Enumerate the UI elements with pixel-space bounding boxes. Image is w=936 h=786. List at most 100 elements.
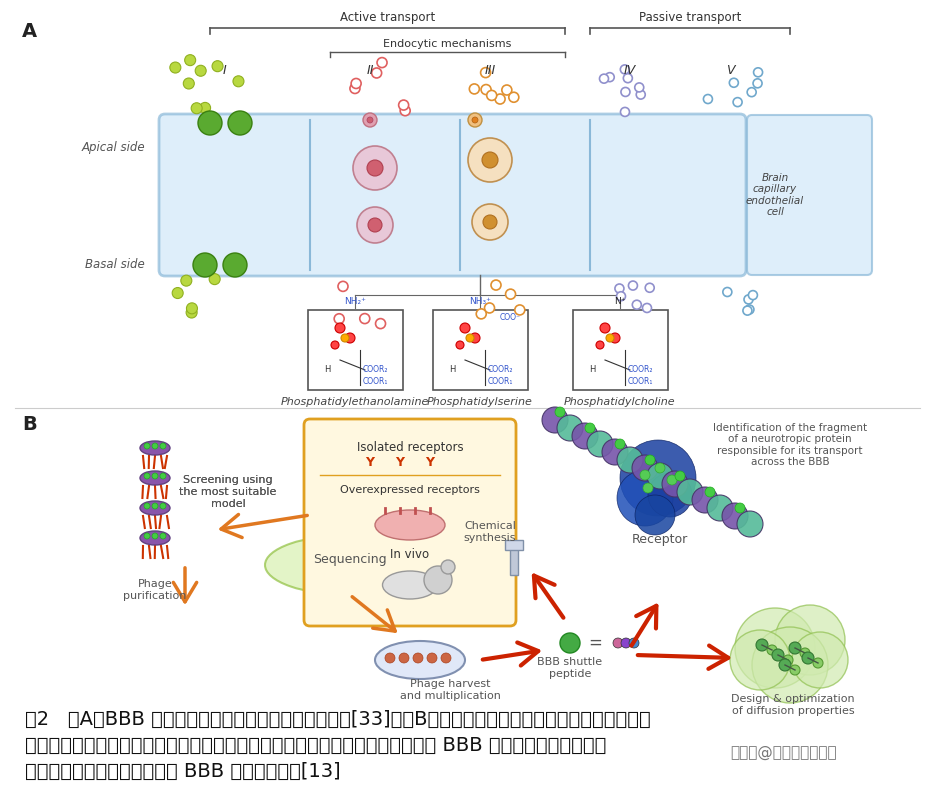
- Circle shape: [184, 55, 196, 66]
- FancyBboxPatch shape: [746, 115, 871, 275]
- Circle shape: [152, 443, 158, 449]
- Circle shape: [376, 57, 387, 68]
- Ellipse shape: [139, 501, 169, 515]
- Text: 结构特征和物理化学性质设计 BBB 被动运输多肽[13]: 结构特征和物理化学性质设计 BBB 被动运输多肽[13]: [25, 762, 341, 781]
- FancyArrowPatch shape: [631, 606, 656, 645]
- FancyBboxPatch shape: [303, 419, 516, 626]
- Text: BBB shuttle
peptide: BBB shuttle peptide: [537, 657, 602, 679]
- Circle shape: [752, 627, 827, 703]
- Text: A: A: [22, 22, 37, 41]
- Circle shape: [359, 314, 370, 324]
- Text: Active transport: Active transport: [340, 11, 434, 24]
- Circle shape: [467, 138, 511, 182]
- Circle shape: [778, 659, 790, 671]
- Circle shape: [722, 503, 747, 529]
- Circle shape: [586, 431, 612, 457]
- Circle shape: [181, 275, 192, 286]
- Circle shape: [441, 560, 455, 574]
- Circle shape: [703, 94, 711, 104]
- Circle shape: [743, 295, 753, 304]
- Circle shape: [490, 280, 501, 290]
- Circle shape: [556, 415, 582, 441]
- Circle shape: [475, 309, 486, 319]
- FancyArrowPatch shape: [352, 597, 395, 631]
- Circle shape: [609, 333, 620, 343]
- Text: In vivo: In vivo: [390, 549, 429, 561]
- Circle shape: [172, 288, 183, 299]
- Circle shape: [616, 470, 672, 526]
- Circle shape: [674, 471, 684, 481]
- Circle shape: [480, 68, 490, 78]
- Circle shape: [767, 645, 776, 655]
- Text: Basal side: Basal side: [85, 259, 145, 271]
- Circle shape: [144, 533, 150, 539]
- Circle shape: [707, 495, 732, 521]
- Circle shape: [338, 281, 347, 292]
- Circle shape: [144, 473, 150, 479]
- Bar: [509, 545, 518, 575]
- Text: Endocytic mechanisms: Endocytic mechanisms: [383, 39, 511, 49]
- Circle shape: [160, 443, 166, 449]
- Text: 展示肽库中筛选、鉴定；由天然神经蛋白质结构中鉴定，再通过化学合成筛选其 BBB 穿透能力，根据已有的: 展示肽库中筛选、鉴定；由天然神经蛋白质结构中鉴定，再通过化学合成筛选其 BBB …: [25, 736, 606, 755]
- Circle shape: [744, 305, 753, 314]
- Text: Receptor: Receptor: [631, 534, 687, 546]
- Circle shape: [599, 323, 609, 333]
- Circle shape: [372, 68, 381, 78]
- Circle shape: [771, 649, 783, 661]
- Circle shape: [677, 479, 702, 505]
- Circle shape: [160, 473, 166, 479]
- Circle shape: [341, 334, 348, 342]
- Circle shape: [427, 653, 436, 663]
- Text: Phosphatidylethanolamine: Phosphatidylethanolamine: [281, 397, 429, 407]
- Circle shape: [614, 284, 623, 293]
- Text: Identification of the fragment
of a neurotropic protein
responsible for its tran: Identification of the fragment of a neur…: [712, 423, 866, 468]
- Text: COOR₂: COOR₂: [488, 365, 513, 374]
- Circle shape: [375, 318, 385, 329]
- Text: V: V: [725, 64, 734, 76]
- Circle shape: [742, 306, 751, 315]
- Text: B: B: [22, 415, 37, 434]
- Circle shape: [737, 511, 762, 537]
- Circle shape: [644, 455, 654, 465]
- Text: COOR₂: COOR₂: [627, 365, 652, 374]
- Circle shape: [472, 204, 507, 240]
- Circle shape: [398, 100, 408, 110]
- Circle shape: [616, 447, 642, 473]
- Circle shape: [799, 648, 809, 658]
- FancyArrowPatch shape: [637, 645, 727, 669]
- Text: COOR₁: COOR₁: [362, 377, 388, 387]
- Circle shape: [791, 632, 847, 688]
- Circle shape: [334, 314, 344, 324]
- Circle shape: [233, 75, 243, 86]
- Text: II: II: [366, 64, 373, 76]
- Circle shape: [801, 652, 813, 664]
- Circle shape: [508, 92, 519, 102]
- Circle shape: [692, 487, 717, 513]
- Circle shape: [595, 341, 604, 349]
- Circle shape: [812, 658, 822, 668]
- Text: Passive transport: Passive transport: [638, 11, 740, 24]
- Circle shape: [734, 608, 814, 688]
- Circle shape: [514, 305, 524, 315]
- Bar: [505, 540, 522, 550]
- Circle shape: [632, 300, 640, 309]
- Circle shape: [169, 62, 181, 73]
- Circle shape: [616, 292, 625, 301]
- Text: Screening using
the most suitable
model: Screening using the most suitable model: [179, 476, 276, 509]
- Circle shape: [227, 111, 252, 135]
- Circle shape: [753, 79, 761, 88]
- Circle shape: [368, 218, 382, 232]
- Text: 搜狐号@多肽研究员一枚: 搜狐号@多肽研究员一枚: [729, 745, 836, 760]
- Circle shape: [472, 117, 477, 123]
- Circle shape: [788, 642, 800, 654]
- Circle shape: [481, 152, 497, 168]
- Text: Y: Y: [395, 457, 404, 469]
- Text: =: =: [588, 634, 601, 652]
- Circle shape: [191, 103, 202, 114]
- Circle shape: [612, 638, 622, 648]
- Ellipse shape: [139, 441, 169, 455]
- Circle shape: [335, 323, 344, 333]
- Text: 图2   （A）BBB 转运的两种方式：主动运输和被动运输[33]；（B）多肽的主要设计筛选方法，包括由噬菌体: 图2 （A）BBB 转运的两种方式：主动运输和被动运输[33]；（B）多肽的主要…: [25, 710, 651, 729]
- Circle shape: [152, 503, 158, 509]
- Text: Sequencing: Sequencing: [313, 553, 387, 567]
